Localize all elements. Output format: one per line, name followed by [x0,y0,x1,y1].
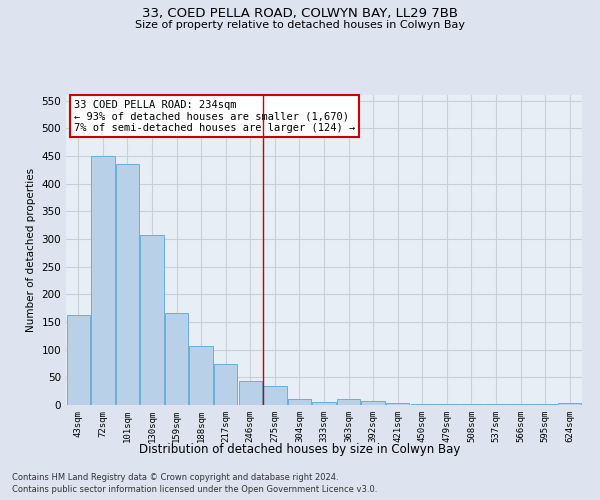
Bar [288,399,311,405]
Bar [239,380,262,405]
Bar [190,346,213,405]
Y-axis label: Number of detached properties: Number of detached properties [26,168,36,332]
Bar [337,400,360,405]
Text: Size of property relative to detached houses in Colwyn Bay: Size of property relative to detached ho… [135,20,465,30]
Bar [410,404,434,405]
Bar [263,386,287,405]
Bar [116,164,139,405]
Bar [91,156,115,405]
Text: Distribution of detached houses by size in Colwyn Bay: Distribution of detached houses by size … [139,442,461,456]
Bar [558,403,581,405]
Bar [361,401,385,405]
Text: 33, COED PELLA ROAD, COLWYN BAY, LL29 7BB: 33, COED PELLA ROAD, COLWYN BAY, LL29 7B… [142,8,458,20]
Bar [313,402,335,405]
Text: Contains HM Land Registry data © Crown copyright and database right 2024.: Contains HM Land Registry data © Crown c… [12,472,338,482]
Bar [165,313,188,405]
Bar [509,404,532,405]
Bar [484,404,508,405]
Bar [67,315,90,405]
Bar [533,404,557,405]
Text: Contains public sector information licensed under the Open Government Licence v3: Contains public sector information licen… [12,485,377,494]
Bar [435,404,458,405]
Text: 33 COED PELLA ROAD: 234sqm
← 93% of detached houses are smaller (1,670)
7% of se: 33 COED PELLA ROAD: 234sqm ← 93% of deta… [74,100,355,133]
Bar [460,404,483,405]
Bar [140,235,164,405]
Bar [214,364,238,405]
Bar [386,404,409,405]
